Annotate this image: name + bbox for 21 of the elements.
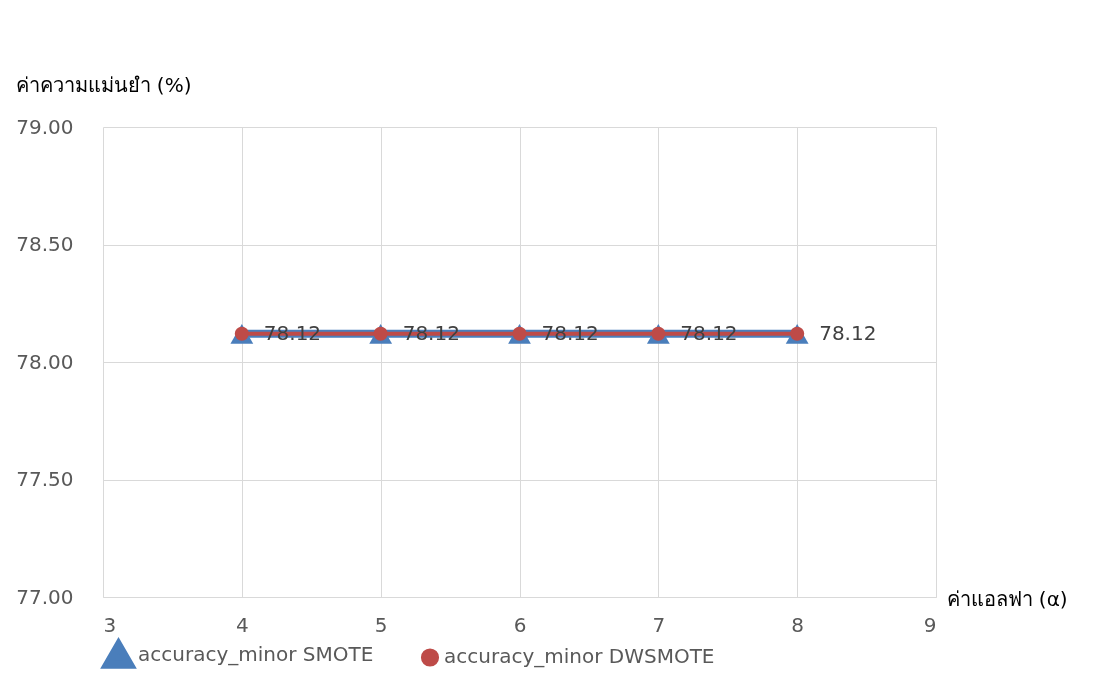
y-tick-label: 77.00 xyxy=(16,584,74,609)
data-label: 78.12 xyxy=(402,320,460,345)
x-axis-title: ค่าแอลฟา (α) xyxy=(946,586,1068,611)
x-tick-label: 6 xyxy=(513,612,527,637)
x-tick-label: 8 xyxy=(791,612,805,637)
y-tick-label: 77.50 xyxy=(16,467,74,491)
legend-label: accuracy_minor DWSMOTE xyxy=(444,644,715,669)
x-tick-label: 3 xyxy=(103,612,117,637)
legend-label: accuracy_minor SMOTE xyxy=(138,641,374,666)
y-axis-title: ค่าความแม่นยำ (%) xyxy=(15,72,192,97)
data-label: 78.12 xyxy=(819,320,877,345)
x-tick-label: 7 xyxy=(652,612,666,637)
y-tick-label: 78.50 xyxy=(16,232,74,256)
y-tick-label: 79.00 xyxy=(16,114,74,139)
x-tick-label: 5 xyxy=(374,612,388,637)
x-tick-label: 4 xyxy=(235,612,249,637)
data-label: 78.12 xyxy=(263,320,322,345)
y-tick-label: 78.00 xyxy=(16,349,74,374)
data-label: 78.12 xyxy=(680,320,738,345)
data-label: 78.12 xyxy=(541,320,599,345)
x-tick-label: 9 xyxy=(923,612,937,637)
